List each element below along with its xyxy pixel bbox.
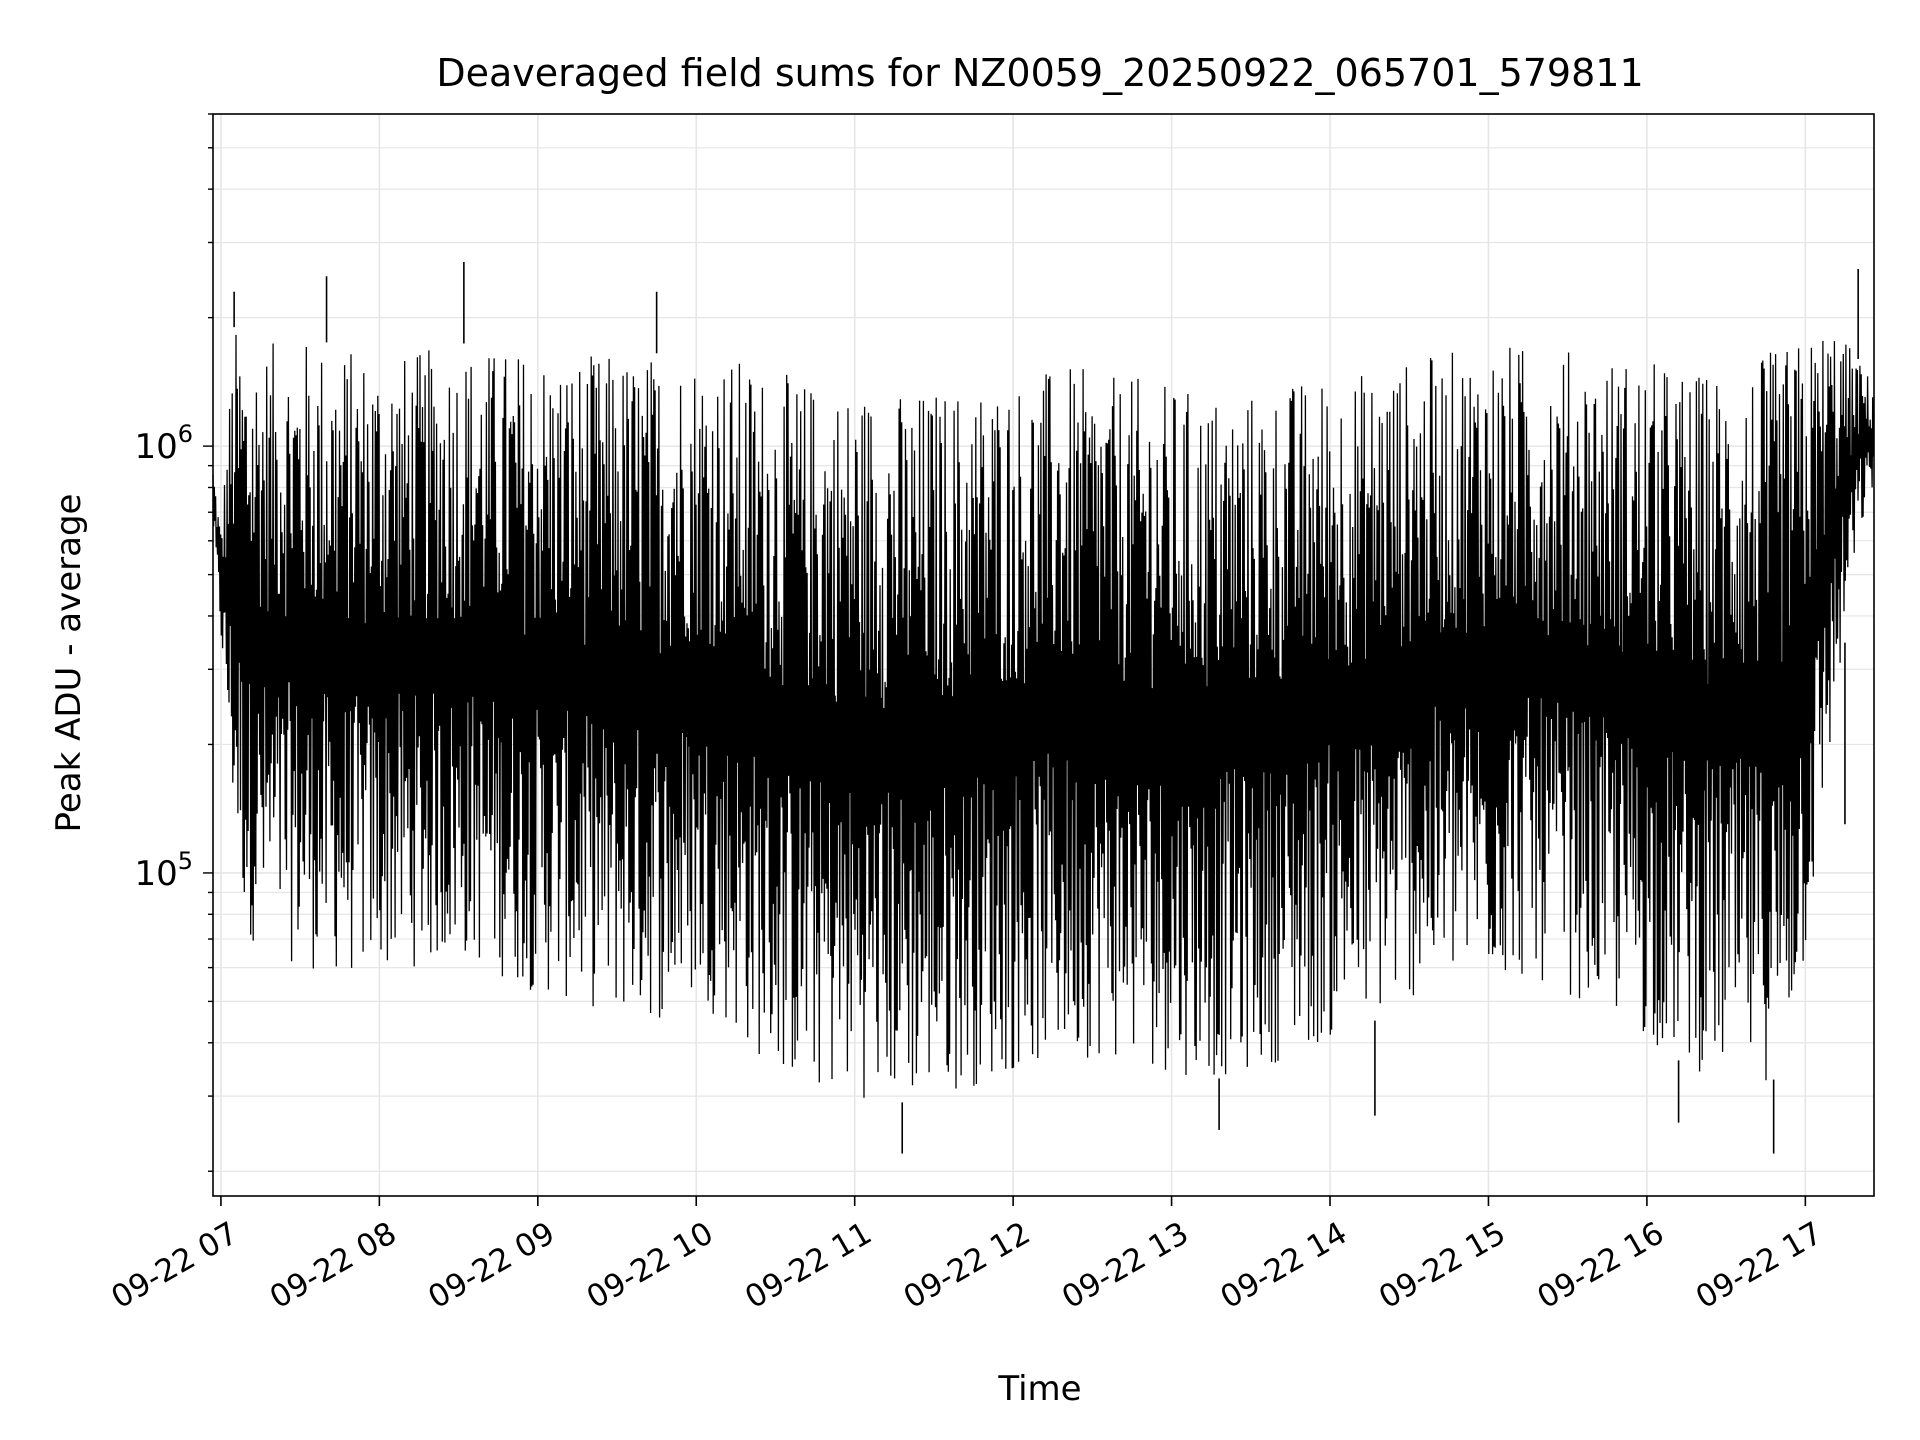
data-series — [212, 262, 1875, 1154]
series-line — [212, 334, 1875, 1098]
y-tick-label: 105 — [134, 847, 193, 894]
chart-title: Deaveraged field sums for NZ0059_2025092… — [436, 51, 1643, 95]
y-tick-label-base: 10 — [134, 854, 177, 894]
y-tick-label-exponent: 5 — [178, 847, 193, 875]
x-axis-label: Time — [997, 1369, 1081, 1409]
y-tick-label: 106 — [134, 420, 193, 467]
y-axis-label: Peak ADU - average — [49, 494, 89, 833]
plot-frame — [212, 113, 1875, 1197]
y-tick-label-base: 10 — [134, 427, 177, 467]
y-tick-label-exponent: 6 — [178, 420, 193, 448]
